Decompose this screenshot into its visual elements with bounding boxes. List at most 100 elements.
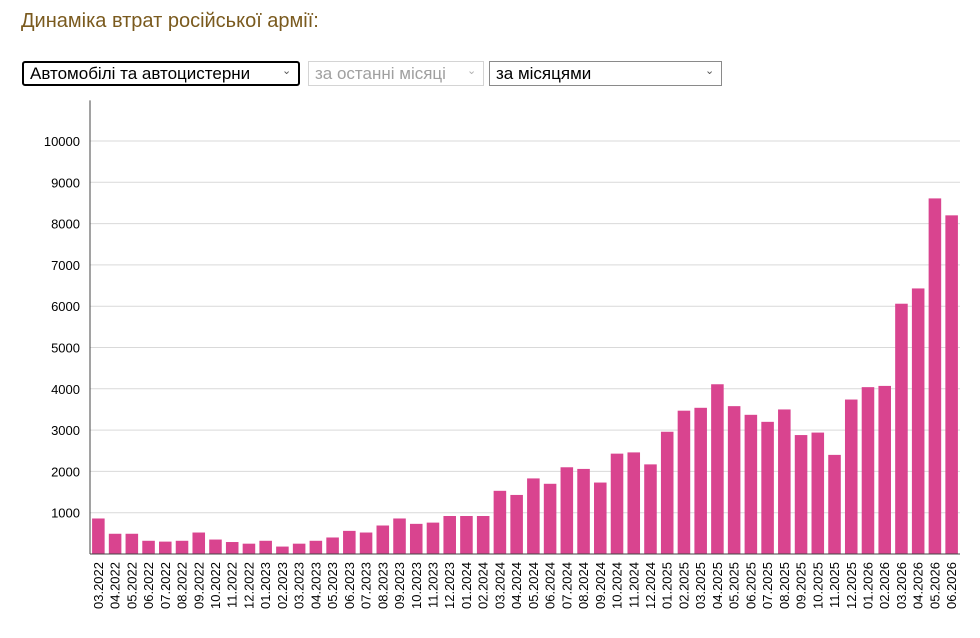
x-tick-label: 07.2025 [760, 562, 775, 609]
bar[interactable] [794, 435, 808, 554]
x-tick-label: 12.2025 [844, 562, 859, 609]
bar[interactable] [225, 542, 239, 554]
bar[interactable] [209, 539, 222, 554]
period-select-value: за останні місяці [315, 64, 446, 83]
bar[interactable] [393, 518, 406, 554]
bar[interactable] [560, 467, 574, 554]
bar[interactable] [376, 525, 390, 554]
x-tick-label: 10.2022 [208, 562, 223, 609]
bar[interactable] [694, 407, 707, 554]
bar[interactable] [610, 453, 624, 554]
x-tick-label: 06.2026 [944, 562, 959, 609]
bar[interactable] [510, 494, 523, 554]
y-tick-label: 5000 [51, 341, 80, 356]
x-tick-label: 05.2022 [124, 562, 139, 609]
x-tick-label: 01.2023 [258, 562, 273, 609]
x-tick-label: 02.2026 [877, 562, 892, 609]
bar[interactable] [727, 406, 741, 554]
bar[interactable] [159, 541, 172, 554]
x-tick-label: 07.2022 [158, 562, 173, 609]
bar[interactable] [761, 421, 774, 554]
bar[interactable] [527, 478, 540, 554]
bar[interactable] [326, 537, 339, 554]
x-tick-label: 10.2025 [810, 562, 825, 609]
x-tick-label: 08.2023 [375, 562, 390, 609]
bar[interactable] [911, 288, 925, 554]
bar[interactable] [878, 385, 891, 554]
bar[interactable] [945, 215, 958, 554]
x-tick-label: 09.2023 [392, 562, 407, 609]
x-tick-label: 08.2025 [777, 562, 792, 609]
bar[interactable] [828, 454, 841, 554]
bar[interactable] [660, 431, 674, 554]
bar[interactable] [92, 518, 105, 554]
x-tick-label: 07.2024 [559, 562, 574, 609]
bar[interactable] [142, 540, 155, 554]
bar[interactable] [778, 409, 791, 554]
bar[interactable] [711, 384, 724, 554]
x-tick-label: 10.2024 [610, 562, 625, 609]
bar[interactable] [493, 490, 507, 554]
x-tick-label: 11.2022 [225, 562, 240, 608]
bar[interactable] [443, 516, 456, 554]
bar[interactable] [677, 410, 691, 554]
x-tick-label: 06.2023 [342, 562, 357, 609]
bars [92, 198, 958, 555]
x-tick-label: 06.2022 [141, 562, 156, 609]
bar[interactable] [476, 516, 490, 554]
bar[interactable] [426, 522, 440, 554]
bar[interactable] [460, 516, 473, 554]
y-tick-label: 3000 [51, 423, 80, 438]
bar[interactable] [627, 452, 641, 554]
x-tick-label: 04.2022 [108, 562, 123, 609]
bar[interactable] [543, 483, 557, 554]
x-tick-labels: 03.2022 04.2022 05.2022 06.2022 07.2022 08.20… [91, 562, 959, 609]
bar[interactable] [644, 464, 657, 554]
y-tick-label: 4000 [51, 382, 80, 397]
bar[interactable] [343, 530, 356, 554]
x-tick-label: 04.2023 [308, 562, 323, 609]
chevron-down-icon: ⌄ [705, 65, 715, 77]
category-select[interactable]: Автомобілі та автоцистерни ⌄ [22, 61, 300, 86]
bar[interactable] [409, 523, 423, 554]
x-tick-label: 09.2022 [191, 562, 206, 609]
bar[interactable] [861, 387, 875, 554]
bar[interactable] [309, 540, 323, 554]
bar[interactable] [844, 399, 858, 554]
bar[interactable] [259, 540, 272, 554]
bar[interactable] [192, 532, 206, 554]
x-tick-label: 05.2023 [325, 562, 340, 609]
bar[interactable] [811, 432, 825, 554]
x-tick-label: 08.2022 [175, 562, 190, 609]
grouping-select[interactable]: за місяцями ⌄ [489, 61, 722, 86]
bar[interactable] [359, 532, 373, 554]
bar[interactable] [928, 198, 942, 555]
x-tick-label: 08.2024 [576, 562, 591, 609]
x-tick-label: 01.2024 [459, 562, 474, 609]
x-tick-label: 07.2023 [359, 562, 374, 609]
bar[interactable] [108, 533, 122, 554]
x-tick-label: 01.2026 [860, 562, 875, 609]
x-tick-label: 03.2025 [693, 562, 708, 609]
bar[interactable] [895, 303, 908, 554]
y-tick-label: 10000 [44, 134, 80, 149]
bar[interactable] [744, 414, 758, 554]
bar[interactable] [292, 543, 306, 554]
x-tick-label: 02.2025 [676, 562, 691, 609]
bar[interactable] [594, 482, 607, 554]
bar[interactable] [577, 468, 590, 554]
bar[interactable] [242, 543, 256, 554]
x-tick-label: 01.2025 [660, 562, 675, 609]
y-tick-label: 1000 [51, 506, 80, 521]
x-tick-label: 12.2024 [643, 562, 658, 609]
x-tick-label: 05.2026 [927, 562, 942, 609]
bar[interactable] [175, 540, 189, 554]
x-tick-label: 11.2025 [827, 562, 842, 608]
period-select: за останні місяці ⌄ [308, 61, 484, 86]
x-tick-label: 04.2025 [710, 562, 725, 609]
x-tick-label: 04.2026 [911, 562, 926, 609]
bar[interactable] [125, 533, 139, 554]
category-select-value: Автомобілі та автоцистерни [30, 64, 251, 83]
bar[interactable] [276, 546, 289, 554]
